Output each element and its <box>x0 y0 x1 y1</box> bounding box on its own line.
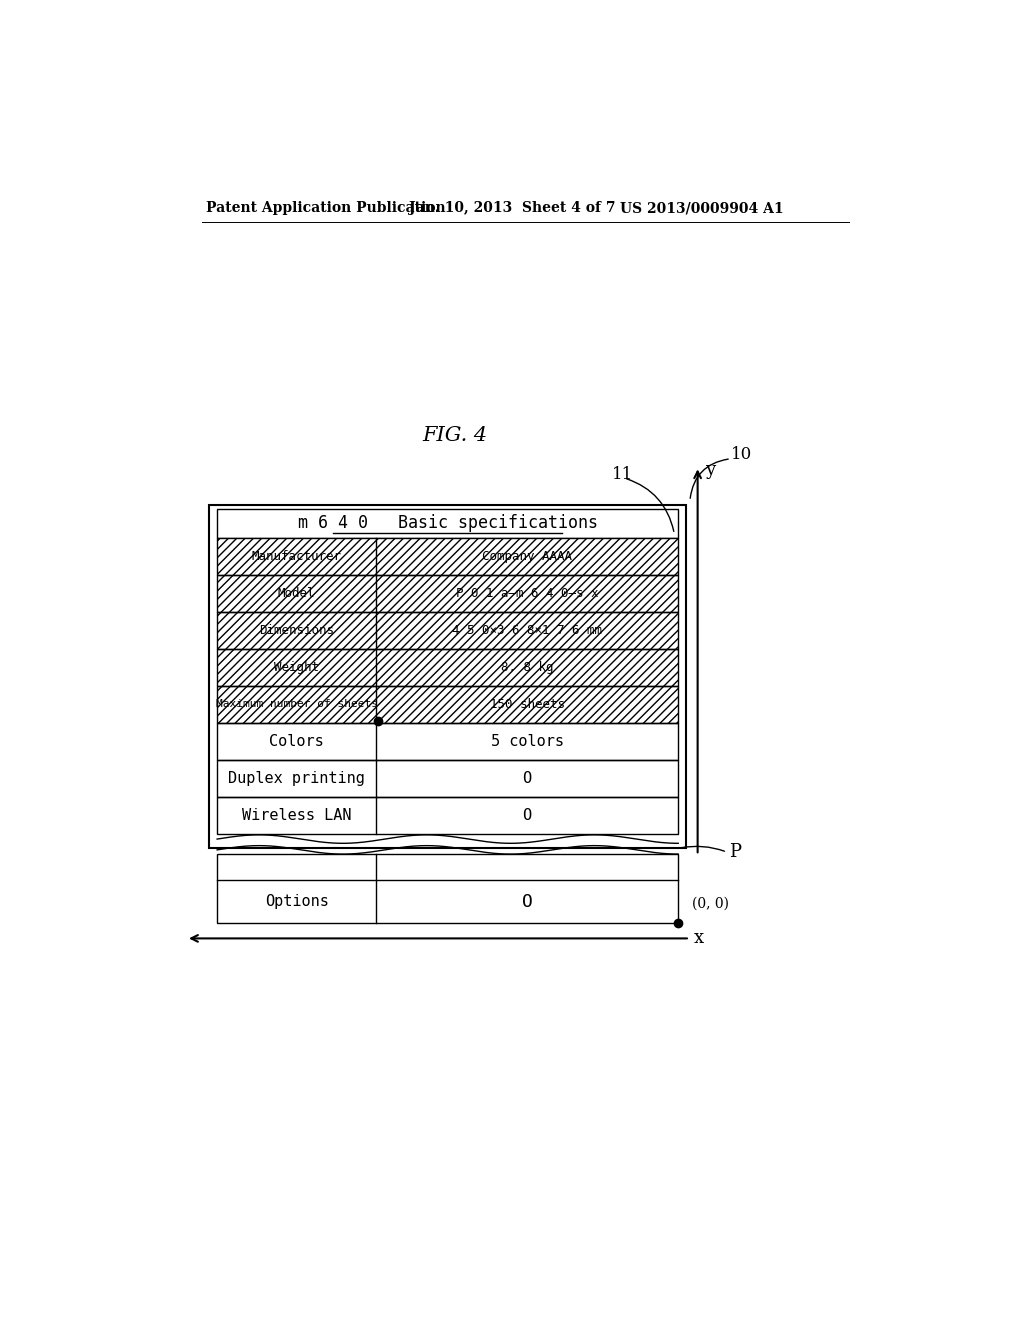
Text: Options: Options <box>264 894 329 909</box>
Text: P 0 1 a–m 6 4 0–s x: P 0 1 a–m 6 4 0–s x <box>456 587 598 601</box>
Bar <box>217 576 678 612</box>
Text: (0, 0): (0, 0) <box>692 896 729 911</box>
Text: Duplex printing: Duplex printing <box>228 771 365 785</box>
Text: Model: Model <box>278 587 315 601</box>
Bar <box>217 612 678 649</box>
Text: 150 sheets: 150 sheets <box>489 698 564 711</box>
Text: O: O <box>522 771 531 785</box>
Bar <box>217 854 678 923</box>
Text: m 6 4 0   Basic specifications: m 6 4 0 Basic specifications <box>298 515 598 532</box>
Bar <box>217 539 678 576</box>
Text: Wireless LAN: Wireless LAN <box>242 808 351 822</box>
Text: 10: 10 <box>731 446 753 463</box>
Text: US 2013/0009904 A1: US 2013/0009904 A1 <box>621 202 783 215</box>
Bar <box>217 612 678 649</box>
Bar <box>217 686 678 723</box>
Bar <box>217 539 678 576</box>
Bar <box>217 576 678 612</box>
Text: Weight: Weight <box>274 661 319 675</box>
Text: P: P <box>729 843 740 861</box>
Bar <box>217 686 678 723</box>
Text: Manufacturer: Manufacturer <box>252 550 342 564</box>
Bar <box>217 508 678 539</box>
Text: O: O <box>522 808 531 822</box>
Text: FIG. 4: FIG. 4 <box>423 426 487 445</box>
Bar <box>209 506 686 847</box>
Text: 11: 11 <box>612 466 634 483</box>
Bar <box>217 649 678 686</box>
Text: O: O <box>521 892 532 911</box>
Text: 8. 8 kg: 8. 8 kg <box>501 661 553 675</box>
Text: Dimensions: Dimensions <box>259 624 334 638</box>
Text: y: y <box>706 461 716 479</box>
Bar <box>217 797 678 834</box>
Text: Colors: Colors <box>269 734 324 748</box>
Bar <box>217 760 678 797</box>
Bar <box>217 576 678 612</box>
Text: Jan. 10, 2013  Sheet 4 of 7: Jan. 10, 2013 Sheet 4 of 7 <box>409 202 615 215</box>
Text: 4 5 0×3 6 8×1 7 6 mm: 4 5 0×3 6 8×1 7 6 mm <box>453 624 602 638</box>
Text: x: x <box>693 929 703 948</box>
Bar <box>217 723 678 760</box>
Text: 5 colors: 5 colors <box>490 734 563 748</box>
Text: Maximum number of sheets: Maximum number of sheets <box>216 700 378 709</box>
Text: Patent Application Publication: Patent Application Publication <box>206 202 445 215</box>
Text: Company AAAA: Company AAAA <box>482 550 572 564</box>
Bar <box>217 612 678 649</box>
Bar <box>217 686 678 723</box>
Bar <box>217 649 678 686</box>
Bar <box>217 649 678 686</box>
Bar <box>217 539 678 576</box>
